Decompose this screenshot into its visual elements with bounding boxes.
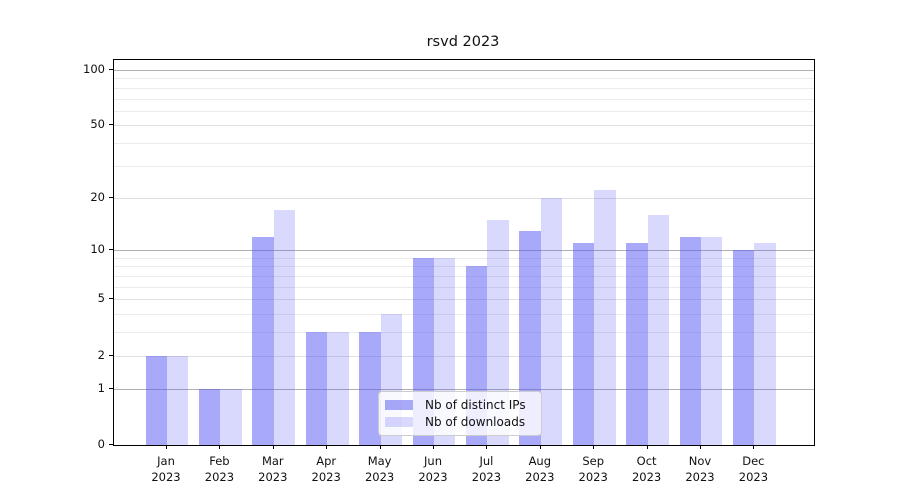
bar-distinct-ips-feb <box>199 388 221 445</box>
bar-distinct-ips-mar <box>252 236 274 445</box>
legend-item-distinct-ips: Nb of distinct IPs <box>385 397 533 413</box>
bar-downloads-sep <box>594 190 616 445</box>
bar-distinct-ips-nov <box>679 236 701 445</box>
y-tick-label-20: 20 <box>90 189 105 204</box>
y-tick-mark-5 <box>109 298 113 300</box>
x-tick-mark-dec <box>753 445 755 449</box>
bar-downloads-jan <box>167 355 189 445</box>
legend-box: Nb of distinct IPs Nb of downloads <box>378 391 542 436</box>
gridline-30 <box>114 165 814 167</box>
bar-downloads-mar <box>273 210 296 445</box>
y-tick-label-2: 2 <box>97 347 105 362</box>
x-tick-label-oct: Oct 2023 <box>631 454 662 484</box>
gridline-10 <box>114 250 814 252</box>
gridline-9 <box>114 257 814 259</box>
plot-area <box>113 59 815 446</box>
gridline-20 <box>114 197 814 199</box>
bar-downloads-feb <box>220 388 242 445</box>
x-tick-label-jan: Jan 2023 <box>151 454 181 484</box>
gridline-40 <box>114 143 814 145</box>
x-tick-mark-jun <box>433 445 434 449</box>
bar-distinct-ips-dec <box>733 250 755 445</box>
y-tick-label-10: 10 <box>90 242 105 257</box>
gridline-100 <box>114 69 814 71</box>
x-tick-label-feb: Feb 2023 <box>204 454 235 484</box>
x-tick-label-jun: Jun 2023 <box>418 454 448 484</box>
legend-item-downloads: Nb of downloads <box>385 414 533 430</box>
bar-distinct-ips-may <box>359 332 381 445</box>
bar-downloads-jul <box>487 219 509 445</box>
y-tick-label-100: 100 <box>83 61 105 76</box>
gridline-5 <box>114 299 814 301</box>
x-tick-mark-jul <box>486 445 488 449</box>
bar-distinct-ips-oct <box>626 243 648 445</box>
x-tick-label-apr: Apr 2023 <box>311 454 341 484</box>
y-tick-mark-2 <box>109 354 113 356</box>
y-tick-label-50: 50 <box>90 117 105 132</box>
x-tick-mark-feb <box>219 445 221 449</box>
bar-distinct-ips-apr <box>305 332 328 445</box>
x-tick-mark-apr <box>326 445 328 449</box>
x-tick-mark-may <box>379 445 381 449</box>
chart-title: rsvd 2023 <box>426 34 500 50</box>
x-tick-label-mar: Mar 2023 <box>258 454 288 484</box>
x-tick-label-may: May 2023 <box>364 454 395 484</box>
x-tick-label-dec: Dec 2023 <box>738 454 769 484</box>
y-tick-mark-50 <box>109 124 113 126</box>
legend-swatch-downloads <box>385 417 413 427</box>
x-tick-mark-nov <box>700 445 701 449</box>
gridline-6 <box>114 286 814 288</box>
y-tick-mark-10 <box>109 249 113 251</box>
x-tick-mark-oct <box>646 445 648 449</box>
bar-distinct-ips-jan <box>145 355 167 445</box>
legend-label-downloads: Nb of downloads <box>425 415 526 429</box>
gridline-50 <box>114 125 814 127</box>
gridline-1 <box>114 388 814 390</box>
bar-distinct-ips-sep <box>572 243 595 445</box>
y-tick-label-5: 5 <box>97 291 105 306</box>
gridline-8 <box>114 266 814 268</box>
legend-swatch-distinct-ips <box>385 400 413 410</box>
gridline-60 <box>114 110 814 112</box>
y-tick-mark-0 <box>109 444 113 445</box>
x-tick-label-nov: Nov 2023 <box>685 454 715 484</box>
y-tick-mark-1 <box>109 387 113 389</box>
bar-downloads-aug <box>540 197 563 445</box>
x-tick-label-aug: Aug 2023 <box>525 454 555 484</box>
gridline-3 <box>114 332 814 334</box>
y-tick-mark-20 <box>109 196 113 198</box>
x-tick-mark-aug <box>539 445 541 449</box>
bar-downloads-oct <box>647 214 669 445</box>
bar-downloads-apr <box>327 332 349 445</box>
gridline-80 <box>114 87 814 89</box>
bar-downloads-dec <box>754 243 776 445</box>
legend-label-distinct-ips: Nb of distinct IPs <box>425 398 526 412</box>
gridline-7 <box>114 276 814 277</box>
x-tick-mark-mar <box>272 445 274 449</box>
y-tick-label-1: 1 <box>97 380 105 395</box>
gridline-4 <box>114 314 814 316</box>
y-tick-mark-100 <box>109 68 113 70</box>
gridline-70 <box>114 98 814 100</box>
gridline-90 <box>114 78 814 80</box>
x-tick-mark-sep <box>593 445 595 449</box>
gridline-2 <box>114 355 814 357</box>
x-tick-mark-jan <box>166 445 167 449</box>
x-tick-label-jul: Jul 2023 <box>471 454 502 484</box>
bar-downloads-nov <box>701 236 723 445</box>
y-tick-label-0: 0 <box>97 437 105 451</box>
x-tick-label-sep: Sep 2023 <box>578 454 608 484</box>
